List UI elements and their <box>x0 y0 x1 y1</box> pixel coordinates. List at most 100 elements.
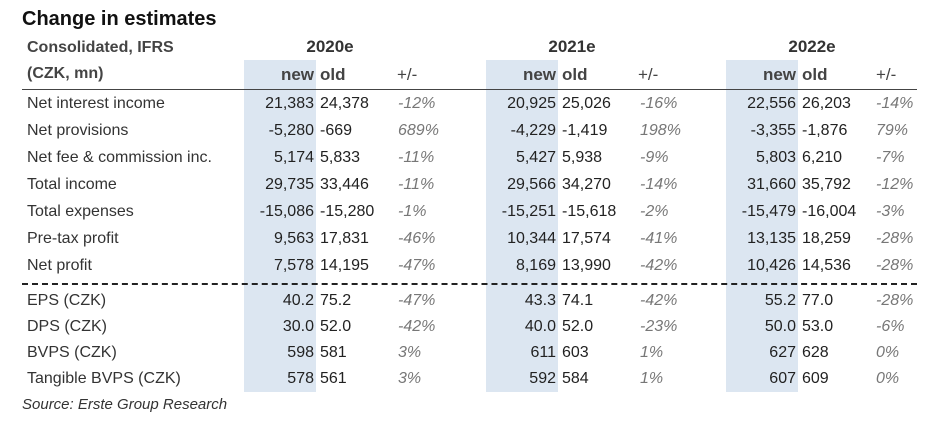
col-change-2021: +/- <box>638 65 659 84</box>
cell-new: 611 <box>530 344 556 361</box>
cell-old: -669 <box>320 122 353 139</box>
cell-change: 1% <box>640 370 664 387</box>
cell-new: -15,251 <box>501 203 556 220</box>
col-change-2020: +/- <box>397 65 418 84</box>
cell-old: 52.0 <box>320 318 352 335</box>
cell-old: 26,203 <box>802 95 851 112</box>
row-label: Pre-tax profit <box>27 230 119 247</box>
source-note: Source: Erste Group Research <box>22 396 228 413</box>
cell-change: -11% <box>398 149 435 166</box>
cell-change: 1% <box>640 344 664 361</box>
col-new-2021: new <box>522 65 556 84</box>
cell-change: -46% <box>398 230 436 247</box>
cell-old: 5,833 <box>320 149 361 166</box>
col-old-2020: old <box>320 65 346 84</box>
cell-old: 18,259 <box>802 230 851 247</box>
cell-new: 8,169 <box>515 257 556 274</box>
row-label: BVPS (CZK) <box>27 344 117 361</box>
table-row: Net profit 7,578 14,195 -47% 8,169 13,990 -42%… <box>0 253 944 279</box>
cell-change: -6% <box>876 318 905 335</box>
cell-old: 628 <box>802 344 829 361</box>
cell-change: -9% <box>640 149 669 166</box>
cell-change: 198% <box>640 122 681 139</box>
cell-change: -11% <box>398 176 435 193</box>
table-row: Total expenses -15,086 -15,280 -1% -15,251 -1… <box>0 199 944 225</box>
cell-new: -15,479 <box>741 203 796 220</box>
header-label-line2: (CZK, mn) <box>27 65 104 82</box>
cell-new: 10,426 <box>747 257 796 274</box>
cell-old: 33,446 <box>320 176 369 193</box>
cell-new: 592 <box>529 370 556 387</box>
cell-old: -15,280 <box>320 203 375 220</box>
row-label: Net profit <box>27 257 92 274</box>
cell-change: -7% <box>876 149 905 166</box>
cell-old: 52.0 <box>562 318 594 335</box>
cell-old: 74.1 <box>562 292 594 309</box>
cell-old: 561 <box>320 370 347 387</box>
table-row: EPS (CZK) 40.2 75.2 -47% 43.3 74.1 -42% 55.2 77.… <box>0 288 944 314</box>
cell-old: 603 <box>562 344 589 361</box>
cell-change: -14% <box>640 176 678 193</box>
cell-new: 40.2 <box>282 292 314 309</box>
col-old-2022: old <box>802 65 828 84</box>
section-divider <box>22 283 917 285</box>
cell-old: 14,195 <box>320 257 369 274</box>
cell-change: -42% <box>398 318 436 335</box>
cell-change: -47% <box>398 292 436 309</box>
cell-old: -16,004 <box>802 203 857 220</box>
cell-new: 20,925 <box>507 95 556 112</box>
highlight-new-2021 <box>486 60 558 392</box>
cell-old: 14,536 <box>802 257 851 274</box>
cell-old: 25,026 <box>562 95 611 112</box>
cell-new: 578 <box>287 370 314 387</box>
cell-new: -15,086 <box>259 203 314 220</box>
cell-new: 10,344 <box>507 230 556 247</box>
table-row: Net provisions -5,280 -669 689% -4,229 -1,419… <box>0 118 944 144</box>
cell-new: 7,578 <box>273 257 314 274</box>
cell-change: 3% <box>398 370 422 387</box>
cell-change: -28% <box>876 230 914 247</box>
row-label: Net interest income <box>27 95 165 112</box>
year-header-2022: 2022e <box>788 37 836 56</box>
row-label: Net provisions <box>27 122 129 139</box>
cell-change: -12% <box>876 176 914 193</box>
cell-change: -28% <box>876 257 914 274</box>
col-old-2021: old <box>562 65 588 84</box>
cell-old: -1,419 <box>562 122 608 139</box>
cell-change: -28% <box>876 292 914 309</box>
cell-change: 689% <box>398 122 439 139</box>
cell-old: 77.0 <box>802 292 834 309</box>
cell-new: 21,383 <box>265 95 314 112</box>
cell-new: -5,280 <box>268 122 314 139</box>
table-row: Pre-tax profit 9,563 17,831 -46% 10,344 17,57… <box>0 226 944 252</box>
cell-new: 5,803 <box>755 149 796 166</box>
cell-change: 3% <box>398 344 422 361</box>
highlight-new-2022 <box>726 60 798 392</box>
row-label: DPS (CZK) <box>27 318 107 335</box>
cell-change: -14% <box>876 95 914 112</box>
year-header-2021: 2021e <box>548 37 596 56</box>
year-header-2020: 2020e <box>306 37 354 56</box>
cell-change: -3% <box>876 203 905 220</box>
cell-old: 17,831 <box>320 230 369 247</box>
col-new-2020: new <box>280 65 314 84</box>
cell-old: 17,574 <box>562 230 611 247</box>
cell-change: -16% <box>640 95 678 112</box>
cell-old: 34,270 <box>562 176 611 193</box>
cell-change: 79% <box>876 122 909 139</box>
cell-new: 5,174 <box>273 149 314 166</box>
cell-old: 609 <box>802 370 829 387</box>
cell-change: -42% <box>640 257 678 274</box>
cell-change: -47% <box>398 257 436 274</box>
cell-change: -12% <box>398 95 436 112</box>
cell-new: 607 <box>769 370 796 387</box>
cell-new: 29,735 <box>265 176 314 193</box>
table-row: Net interest income 21,383 24,378 -12% 20,92… <box>0 91 944 117</box>
cell-new: 9,563 <box>273 230 314 247</box>
col-change-2022: +/- <box>876 65 897 84</box>
cell-change: -42% <box>640 292 678 309</box>
cell-old: -15,618 <box>562 203 617 220</box>
cell-old: 13,990 <box>562 257 611 274</box>
header-rule <box>22 89 917 90</box>
cell-old: -1,876 <box>802 122 848 139</box>
